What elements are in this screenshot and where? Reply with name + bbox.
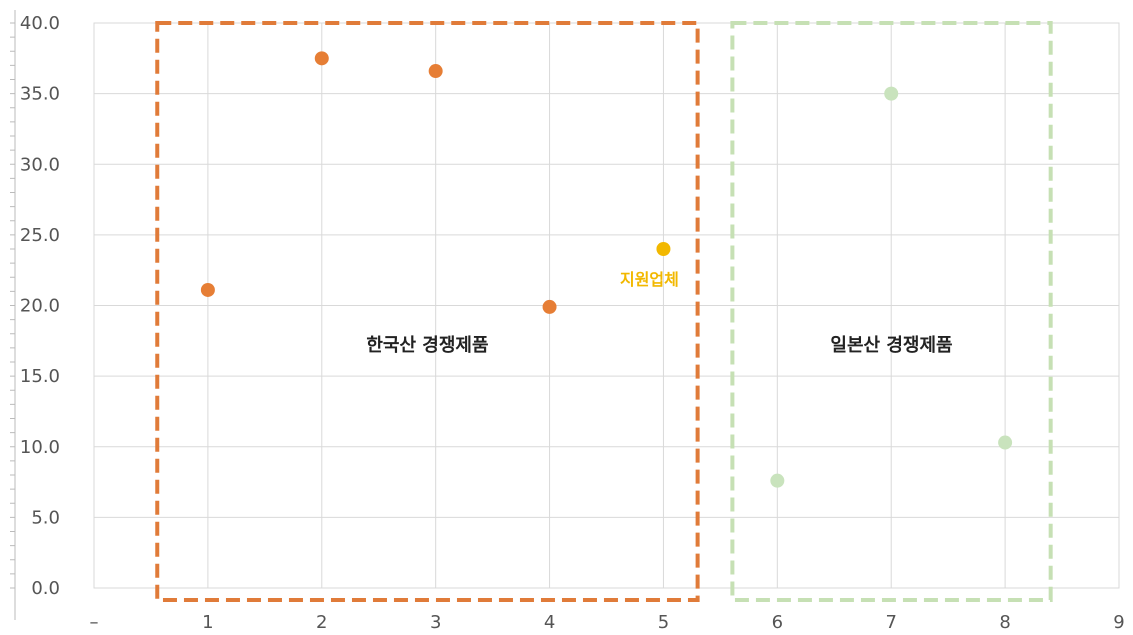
y-tick-label: 0.0 [31, 578, 60, 599]
y-tick-label: 35.0 [20, 84, 60, 105]
grid-lines [94, 23, 1119, 588]
y-tick-label: 5.0 [31, 507, 60, 528]
y-tick-label: 25.0 [20, 225, 60, 246]
x-tick-label: 4 [544, 612, 555, 633]
axes: 0.0 5.0 10.0 15.0 20.0 25.0 30.0 35.0 40.0 – 1 2 3 4 5… [10, 10, 1125, 633]
data-point-japanese [998, 436, 1012, 450]
point-label: 지원업체 [620, 270, 679, 289]
data-point-applicant [656, 242, 670, 256]
data-point-korean [543, 300, 557, 314]
data-point-japanese [770, 474, 784, 488]
x-tick-label: 3 [430, 612, 441, 633]
x-tick-label: 9 [1113, 612, 1124, 633]
y-tick-label: 40.0 [20, 13, 60, 34]
data-point-japanese [884, 87, 898, 101]
y-tick-label: 10.0 [20, 437, 60, 458]
group-box-korean [157, 23, 697, 600]
y-tick-label: 30.0 [20, 154, 60, 175]
y-tick-label: 15.0 [20, 366, 60, 387]
data-points [201, 51, 1012, 487]
group-label-korean: 한국산 경쟁제품 [366, 335, 488, 356]
y-tick-label: 20.0 [20, 296, 60, 317]
data-point-korean [429, 64, 443, 78]
group-label-japanese: 일본산 경쟁제품 [830, 335, 952, 356]
labels: 한국산 경쟁제품 일본산 경쟁제품 지원업체 [366, 270, 952, 356]
x-tick-label: 5 [658, 612, 669, 633]
x-tick-label: 8 [999, 612, 1010, 633]
group-boxes [157, 23, 1050, 600]
x-tick-label: 7 [885, 612, 896, 633]
data-point-korean [315, 51, 329, 65]
x-tick-label: – [90, 612, 99, 633]
x-tick-label: 6 [772, 612, 783, 633]
x-tick-label: 2 [316, 612, 327, 633]
data-point-korean [201, 283, 215, 297]
x-tick-label: 1 [202, 612, 213, 633]
